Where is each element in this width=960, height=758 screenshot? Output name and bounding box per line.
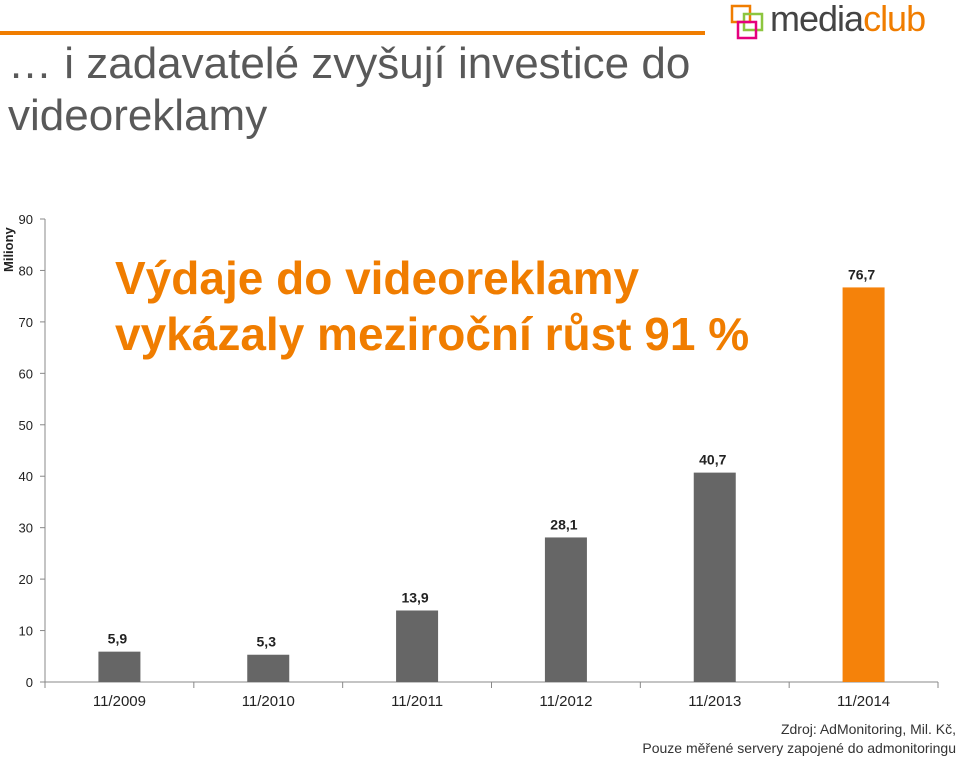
y-tick-label: 0 <box>26 675 33 690</box>
logo-text-main: media <box>770 0 864 39</box>
growth-callout: Výdaje do videoreklamy vykázaly meziročn… <box>115 252 750 360</box>
y-tick-label: 40 <box>19 469 33 484</box>
y-tick-label: 20 <box>19 572 33 587</box>
bar-value-label: 40,7 <box>699 452 726 468</box>
bar-chart: 0 10 20 30 40 50 60 70 80 90 5,9 11/2009 5,3 11/2010 1… <box>19 212 939 710</box>
bar <box>98 651 141 682</box>
header-rule <box>0 31 705 35</box>
bar-value-label: 28,1 <box>550 516 577 532</box>
bar-value-label: 5,9 <box>108 631 128 647</box>
y-tick-label: 10 <box>19 624 33 639</box>
bar-value-label: 76,7 <box>848 266 875 282</box>
bar-value-label: 13,9 <box>401 589 428 605</box>
x-category-label: 11/2009 <box>93 693 146 710</box>
y-tick-label: 60 <box>19 366 33 381</box>
bar <box>544 537 587 682</box>
logo: mediaclub <box>730 0 945 42</box>
bar <box>842 287 885 682</box>
x-category-label: 11/2010 <box>242 693 295 710</box>
source-line-1: Zdroj: AdMonitoring, Mil. Kč, <box>780 721 956 737</box>
bar <box>247 654 290 682</box>
y-tick-label: 50 <box>19 418 33 433</box>
x-category-label: 11/2013 <box>688 693 741 710</box>
y-tick-label: 90 <box>19 212 33 227</box>
x-category-label: 11/2014 <box>837 693 890 710</box>
page-title: … i zadavatelé zvyšují investice do vide… <box>8 39 691 140</box>
x-category-label: 11/2012 <box>539 693 592 710</box>
bar <box>396 610 439 682</box>
overlapping-squares-icon <box>730 4 764 40</box>
y-tick-label: 30 <box>19 521 33 536</box>
bar-value-label: 5,3 <box>257 634 277 650</box>
logo-text: mediaclub <box>770 0 926 40</box>
bar <box>693 472 736 682</box>
y-tick-label: 70 <box>19 315 33 330</box>
x-category-label: 11/2011 <box>391 693 443 710</box>
source-note: Zdroj: AdMonitoring, Mil. Kč, Pouze měře… <box>642 720 956 758</box>
logo-text-accent: club <box>863 0 926 39</box>
source-line-2: Pouze měřené servery zapojené do admonit… <box>642 740 956 756</box>
y-tick-label: 80 <box>19 263 33 278</box>
